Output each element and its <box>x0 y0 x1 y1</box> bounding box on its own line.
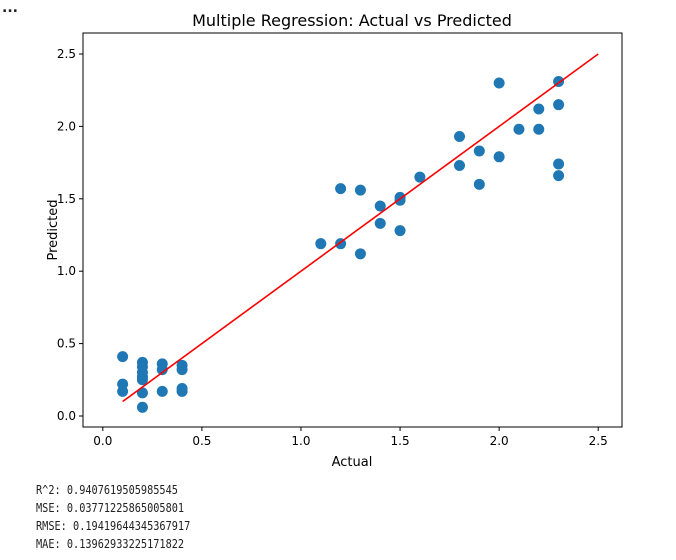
data-point <box>117 385 129 397</box>
x-tick-label: 2.0 <box>490 434 509 448</box>
stat-r2: R^2: 0.9407619505985545 <box>36 482 178 497</box>
data-point <box>374 217 386 229</box>
y-tick-label: 1.5 <box>57 192 76 206</box>
data-point <box>156 364 168 376</box>
data-point <box>473 178 485 190</box>
data-point <box>533 103 545 115</box>
plot-frame <box>82 32 623 428</box>
data-point <box>394 225 406 237</box>
x-tick-label: 2.5 <box>589 434 608 448</box>
regression-stats: R^2: 0.9407619505985545 MSE: 0.037712258… <box>36 481 190 553</box>
data-point <box>117 351 129 363</box>
data-point <box>454 131 466 143</box>
data-point <box>335 183 347 195</box>
output-collapse-ellipsis[interactable]: ... <box>2 0 18 16</box>
data-point <box>374 200 386 212</box>
scatter-chart: Multiple Regression: Actual vs Predicted… <box>46 11 623 470</box>
stat-rmse: RMSE: 0.19419644345367917 <box>36 518 191 533</box>
data-point <box>493 151 505 163</box>
y-axis-label: Predicted <box>46 199 61 260</box>
data-point <box>493 77 505 89</box>
data-point <box>176 364 188 376</box>
data-point <box>553 158 565 170</box>
data-point <box>454 159 466 171</box>
data-point <box>136 374 148 386</box>
data-point <box>553 99 565 111</box>
y-tick-label: 2.0 <box>57 119 76 133</box>
y-tick-label: 1.0 <box>57 264 76 278</box>
data-point <box>176 385 188 397</box>
y-tick-label: 0.5 <box>57 337 76 351</box>
stat-mse: MSE: 0.03771225865005801 <box>36 500 185 515</box>
data-point <box>553 170 565 182</box>
stat-mae: MAE: 0.13962933225171822 <box>36 536 185 551</box>
data-point <box>354 248 366 260</box>
data-point <box>533 123 545 135</box>
data-point <box>136 401 148 413</box>
y-tick-label: 2.5 <box>57 47 76 61</box>
x-tick-label: 0.5 <box>192 434 211 448</box>
x-tick-label: 0.0 <box>93 434 112 448</box>
data-point <box>136 387 148 399</box>
data-point <box>354 184 366 196</box>
y-tick-label: 0.0 <box>57 409 76 423</box>
x-tick-label: 1.0 <box>291 434 310 448</box>
data-point <box>414 171 426 183</box>
chart-title: Multiple Regression: Actual vs Predicted <box>192 11 512 30</box>
data-point <box>513 123 525 135</box>
x-tick-label: 1.5 <box>391 434 410 448</box>
data-point <box>156 385 168 397</box>
x-axis-label: Actual <box>332 455 373 470</box>
reference-line <box>122 53 599 403</box>
data-point <box>473 145 485 157</box>
data-point <box>315 238 327 250</box>
